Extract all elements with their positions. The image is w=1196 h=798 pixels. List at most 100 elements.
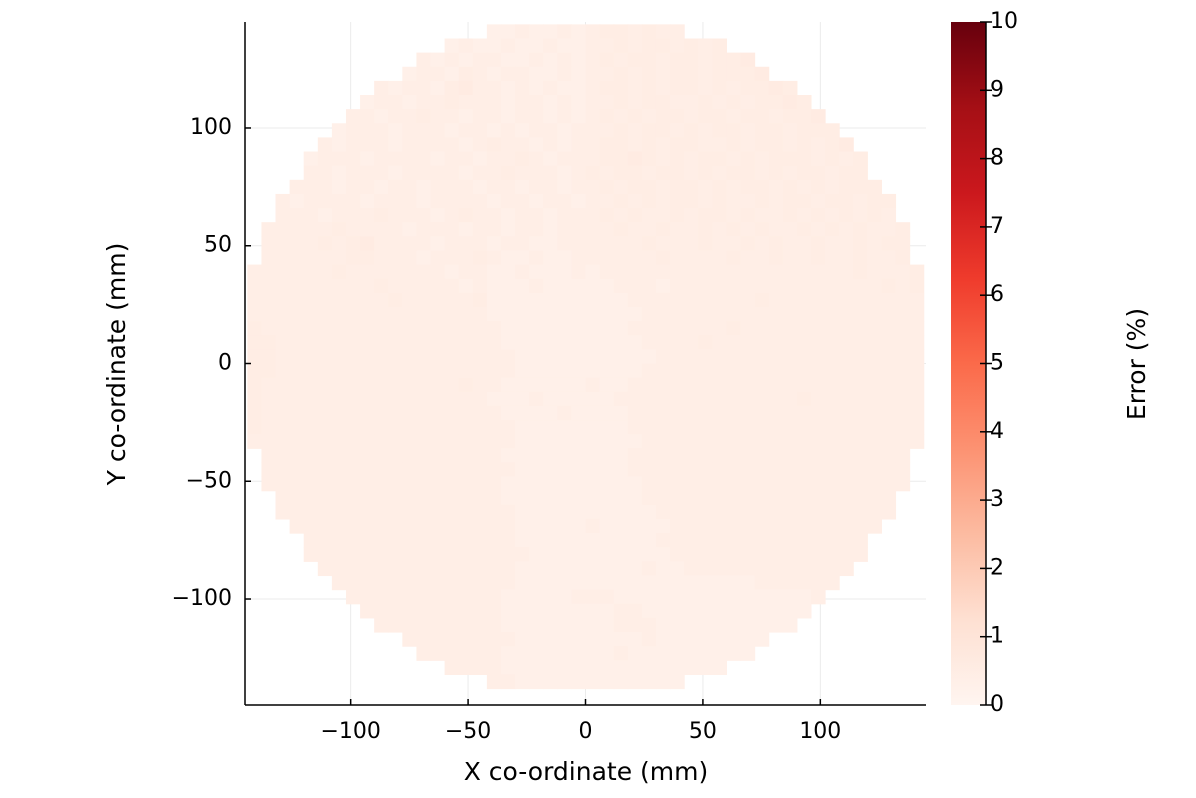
heatmap-cell bbox=[458, 165, 474, 181]
heatmap-cell bbox=[500, 518, 516, 534]
heatmap-cell bbox=[261, 462, 277, 478]
heatmap-cell bbox=[374, 504, 389, 520]
heatmap-cell bbox=[796, 391, 812, 407]
heatmap-cell bbox=[782, 123, 798, 139]
heatmap-cell bbox=[331, 335, 347, 350]
heatmap-cell bbox=[374, 420, 389, 435]
heatmap-cell bbox=[458, 603, 474, 619]
y-axis-title: Y co-ordinate (mm) bbox=[102, 243, 131, 487]
heatmap-cell bbox=[825, 561, 840, 577]
heatmap-cell bbox=[684, 292, 699, 308]
heatmap-cell bbox=[684, 208, 699, 223]
heatmap-cell bbox=[360, 575, 375, 591]
heatmap-cell bbox=[289, 292, 305, 308]
heatmap-cell bbox=[472, 575, 488, 591]
heatmap-cell bbox=[796, 589, 812, 605]
heatmap-cell bbox=[374, 476, 389, 492]
heatmap-cell bbox=[402, 420, 418, 435]
heatmap-cell bbox=[740, 109, 756, 124]
heatmap-cell bbox=[571, 208, 587, 223]
heatmap-cell bbox=[627, 547, 643, 562]
heatmap-cell bbox=[430, 646, 446, 661]
heatmap-cell bbox=[472, 236, 488, 252]
heatmap-cell bbox=[909, 335, 925, 350]
heatmap-cell bbox=[684, 222, 699, 237]
heatmap-cell bbox=[782, 151, 798, 167]
heatmap-cell bbox=[388, 292, 403, 308]
heatmap-cell bbox=[500, 208, 516, 223]
heatmap-cell bbox=[543, 420, 558, 435]
heatmap-cell bbox=[486, 363, 502, 379]
heatmap-cell bbox=[867, 377, 882, 393]
heatmap-cell bbox=[627, 165, 643, 181]
heatmap-cell bbox=[825, 448, 840, 464]
heatmap-cell bbox=[726, 95, 742, 110]
heatmap-cell bbox=[825, 363, 840, 379]
heatmap-cell bbox=[360, 321, 375, 336]
heatmap-cell bbox=[529, 391, 544, 407]
heatmap-cell bbox=[374, 250, 389, 266]
heatmap-cell bbox=[599, 193, 615, 209]
heatmap-cell bbox=[754, 518, 770, 534]
heatmap-cell bbox=[529, 151, 544, 167]
heatmap-cell bbox=[430, 631, 446, 647]
heatmap-cell bbox=[712, 264, 727, 280]
heatmap-cell bbox=[402, 405, 418, 421]
heatmap-cell bbox=[486, 561, 502, 577]
heatmap-cell bbox=[458, 278, 474, 294]
heatmap-cell bbox=[500, 420, 516, 435]
heatmap-cell bbox=[247, 377, 263, 393]
heatmap-cell bbox=[585, 151, 601, 167]
heatmap-cell bbox=[515, 547, 530, 562]
colorbar-tick-label: 7 bbox=[990, 214, 1004, 239]
heatmap-cell bbox=[402, 377, 418, 393]
heatmap-cell bbox=[585, 533, 601, 548]
heatmap-cell bbox=[796, 151, 812, 167]
heatmap-cell bbox=[543, 264, 558, 280]
heatmap-cell bbox=[500, 434, 516, 449]
heatmap-cell bbox=[500, 137, 516, 153]
heatmap-cell bbox=[557, 476, 573, 492]
heatmap-cell bbox=[655, 321, 671, 336]
heatmap-cell bbox=[825, 151, 840, 167]
heatmap-cell bbox=[726, 420, 742, 435]
heatmap-cell bbox=[599, 208, 615, 223]
heatmap-cell bbox=[585, 95, 601, 110]
heatmap-cell bbox=[909, 363, 925, 379]
heatmap-cell bbox=[374, 95, 389, 110]
heatmap-cell bbox=[810, 306, 826, 322]
heatmap-cell bbox=[810, 151, 826, 167]
heatmap-cell bbox=[796, 518, 812, 534]
heatmap-cell bbox=[444, 38, 460, 54]
heatmap-cell bbox=[810, 504, 826, 520]
heatmap-cell bbox=[712, 38, 727, 54]
heatmap-cell bbox=[430, 80, 446, 96]
heatmap-cell bbox=[529, 123, 544, 139]
heatmap-cell bbox=[486, 236, 502, 252]
heatmap-cell bbox=[557, 264, 573, 280]
heatmap-cell bbox=[444, 391, 460, 407]
heatmap-cell bbox=[402, 533, 418, 548]
heatmap-cell bbox=[712, 434, 727, 449]
heatmap-cell bbox=[345, 208, 361, 223]
heatmap-cell bbox=[500, 631, 516, 647]
heatmap-cell bbox=[867, 264, 882, 280]
heatmap-cell bbox=[360, 391, 375, 407]
heatmap-cell bbox=[613, 391, 629, 407]
heatmap-cell bbox=[402, 335, 418, 350]
heatmap-cell bbox=[796, 306, 812, 322]
heatmap-cell bbox=[486, 38, 502, 54]
heatmap-cell bbox=[529, 547, 544, 562]
heatmap-cell bbox=[698, 603, 713, 619]
heatmap-cell bbox=[670, 52, 685, 68]
heatmap-cell bbox=[472, 80, 488, 96]
heatmap-cell bbox=[698, 575, 713, 591]
heatmap-cell bbox=[458, 646, 474, 661]
heatmap-cell bbox=[881, 321, 897, 336]
heatmap-cell bbox=[712, 52, 727, 68]
heatmap-cell bbox=[303, 377, 319, 393]
heatmap-cell bbox=[571, 292, 587, 308]
heatmap-cell bbox=[472, 434, 488, 449]
heatmap-cell bbox=[895, 236, 911, 252]
heatmap-cell bbox=[472, 476, 488, 492]
